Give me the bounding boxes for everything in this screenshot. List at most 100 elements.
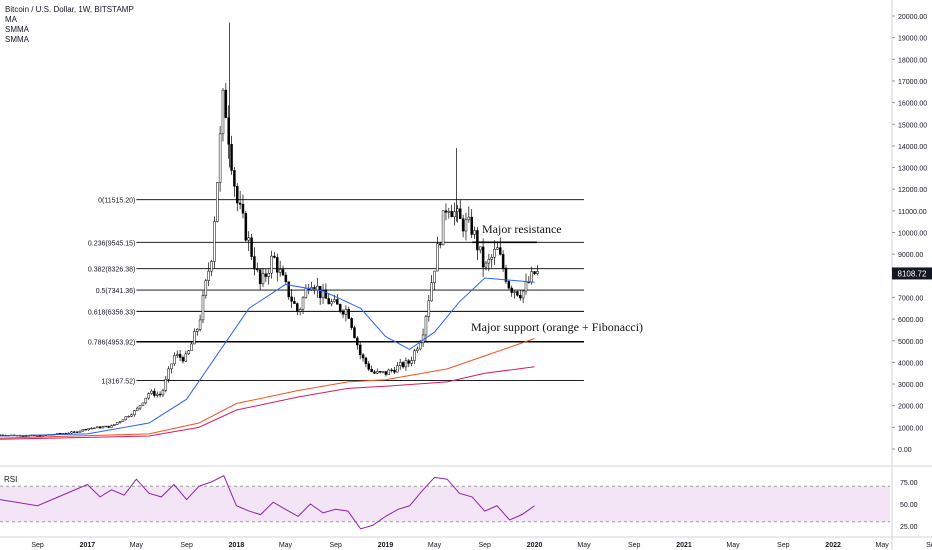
candle-body (479, 246, 482, 251)
candles (0, 22, 539, 437)
candle-body (450, 211, 453, 218)
candle-body (410, 360, 413, 364)
candle-body (150, 390, 153, 394)
candle-body (393, 369, 396, 373)
candle-body (287, 281, 290, 298)
candle-body (378, 371, 382, 373)
candle-body (161, 390, 165, 396)
candle-body (210, 261, 213, 272)
time-axis[interactable]: Sep 2017 May Sep 2018 May Sep 2019 May Sep 2020 May… (31, 542, 932, 549)
candle-body (95, 426, 99, 429)
candle-body (38, 435, 42, 437)
y-tick-label: 3000.00 (898, 382, 923, 389)
y-tick-label: 14000.00 (898, 144, 927, 151)
candle-body (201, 295, 205, 321)
candle-body (238, 202, 242, 205)
x-tick-label: 2021 (676, 542, 692, 549)
candle-body (224, 89, 228, 118)
candle-body (270, 255, 273, 274)
candle-body (344, 309, 348, 315)
candle-body (58, 432, 62, 435)
indicator-smma-1: SMMA (5, 25, 29, 34)
candle-body (336, 299, 339, 305)
candle-body (370, 368, 373, 373)
candle-body (467, 216, 471, 221)
rsi-label: RSI (4, 475, 17, 484)
rsi-band (0, 486, 890, 522)
candle-body (24, 435, 27, 437)
candle-body (404, 360, 408, 368)
x-tick-label: May (428, 542, 442, 549)
y-tick-label: 6000.00 (898, 317, 923, 324)
candle-body (356, 337, 359, 346)
candle-body (124, 416, 128, 421)
candle-body (327, 298, 330, 305)
candle-body (476, 230, 479, 251)
candle-body (93, 427, 96, 429)
candle-body (361, 354, 365, 359)
candle-body (167, 368, 170, 380)
y-tick-label: 13000.00 (898, 166, 927, 173)
x-tick-label: Sep (180, 542, 193, 549)
y-tick-label: 11000.00 (898, 209, 927, 216)
chart-legend: Bitcoin / U.S. Dollar, 1W, BITSTAMP MA S… (5, 5, 134, 45)
y-tick-label: 15000.00 (898, 122, 927, 129)
fib-label: 0.786(4953.92) (88, 340, 135, 347)
candle-body (507, 281, 511, 289)
candle-body (381, 371, 385, 373)
indicator-ma: MA (5, 15, 17, 24)
candle-body (284, 274, 288, 283)
candle-body (510, 287, 513, 293)
candle-body (396, 365, 399, 373)
y-tick-label: 17000.00 (898, 79, 927, 86)
candle-body (353, 327, 356, 339)
candle-body (218, 133, 222, 183)
candle-body (101, 426, 105, 429)
candle-body (496, 247, 499, 250)
x-tick-label: Sep (926, 542, 932, 549)
candle-body (484, 262, 488, 268)
fib-label: 0.236(9545.15) (88, 240, 135, 247)
candle-body (318, 285, 322, 298)
candle-body (216, 182, 219, 222)
x-tick-label: May (726, 542, 740, 549)
rsi-tick-label: 25.00 (900, 524, 918, 531)
candle-body (421, 334, 425, 344)
candle-body (213, 221, 216, 262)
candle-body (358, 344, 362, 356)
candle-body (373, 371, 376, 374)
y-tick-label: 12000.00 (898, 187, 927, 194)
x-tick-label: Sep (479, 542, 492, 549)
candle-body (387, 369, 391, 375)
candle-body (236, 186, 239, 204)
fib-label: 0(11515.20) (98, 198, 135, 205)
price-axis[interactable]: 0.00 1000.00 2000.00 3000.00 4000.00 5000.00 6… (892, 14, 927, 531)
candle-body (144, 397, 148, 404)
candle-body (21, 435, 25, 437)
candle-body (441, 210, 445, 246)
candle-body (130, 414, 133, 417)
x-tick-label: May (279, 542, 293, 549)
candle-body (501, 254, 505, 269)
candle-body (481, 246, 485, 268)
candle-body (230, 144, 233, 171)
candle-body (155, 393, 159, 396)
candle-body (261, 273, 265, 285)
last-price-label: 8108.72 (898, 269, 927, 278)
candle-body (533, 271, 536, 274)
candle-body (273, 255, 276, 258)
candle-body (493, 249, 496, 258)
candle-body (504, 267, 508, 282)
candle-body (253, 256, 256, 270)
resistance-annotation: Major resistance (482, 222, 562, 236)
x-tick-label: Sep (31, 542, 44, 549)
x-tick-label: Sep (628, 542, 641, 549)
candle-body (427, 300, 431, 317)
candle-body (464, 219, 468, 232)
candle-body (418, 342, 422, 350)
y-tick-label: 7000.00 (898, 295, 923, 302)
x-tick-label: 2022 (825, 542, 841, 549)
candle-body (436, 243, 439, 272)
candle-body (461, 218, 465, 232)
